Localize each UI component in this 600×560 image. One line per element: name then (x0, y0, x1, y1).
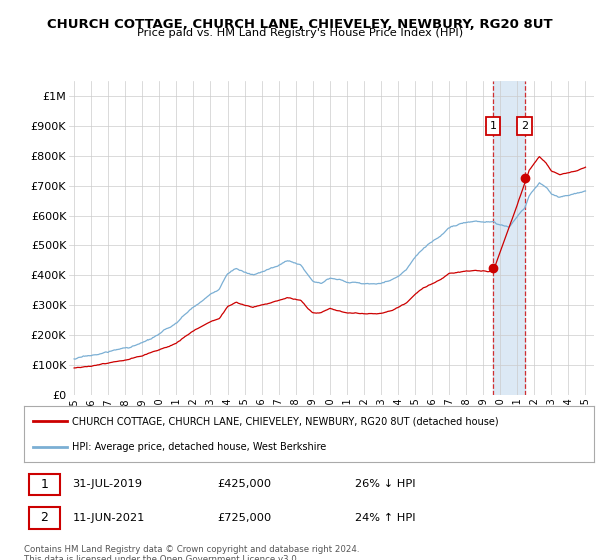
Text: £725,000: £725,000 (218, 513, 272, 523)
Text: 26% ↓ HPI: 26% ↓ HPI (355, 479, 415, 489)
Text: £425,000: £425,000 (218, 479, 272, 489)
Text: Contains HM Land Registry data © Crown copyright and database right 2024.
This d: Contains HM Land Registry data © Crown c… (24, 545, 359, 560)
FancyBboxPatch shape (29, 507, 60, 529)
Text: 1: 1 (490, 121, 497, 131)
Bar (493, 81, 525, 395)
Text: 2: 2 (40, 511, 48, 525)
Text: CHURCH COTTAGE, CHURCH LANE, CHIEVELEY, NEWBURY, RG20 8UT (detached house): CHURCH COTTAGE, CHURCH LANE, CHIEVELEY, … (73, 416, 499, 426)
Text: 2: 2 (521, 121, 529, 131)
Text: 24% ↑ HPI: 24% ↑ HPI (355, 513, 415, 523)
Text: 11-JUN-2021: 11-JUN-2021 (73, 513, 145, 523)
Text: 31-JUL-2019: 31-JUL-2019 (73, 479, 142, 489)
Text: 1: 1 (40, 478, 48, 491)
Text: Price paid vs. HM Land Registry's House Price Index (HPI): Price paid vs. HM Land Registry's House … (137, 28, 463, 38)
FancyBboxPatch shape (29, 474, 60, 496)
Text: HPI: Average price, detached house, West Berkshire: HPI: Average price, detached house, West… (73, 442, 326, 452)
Text: CHURCH COTTAGE, CHURCH LANE, CHIEVELEY, NEWBURY, RG20 8UT: CHURCH COTTAGE, CHURCH LANE, CHIEVELEY, … (47, 18, 553, 31)
